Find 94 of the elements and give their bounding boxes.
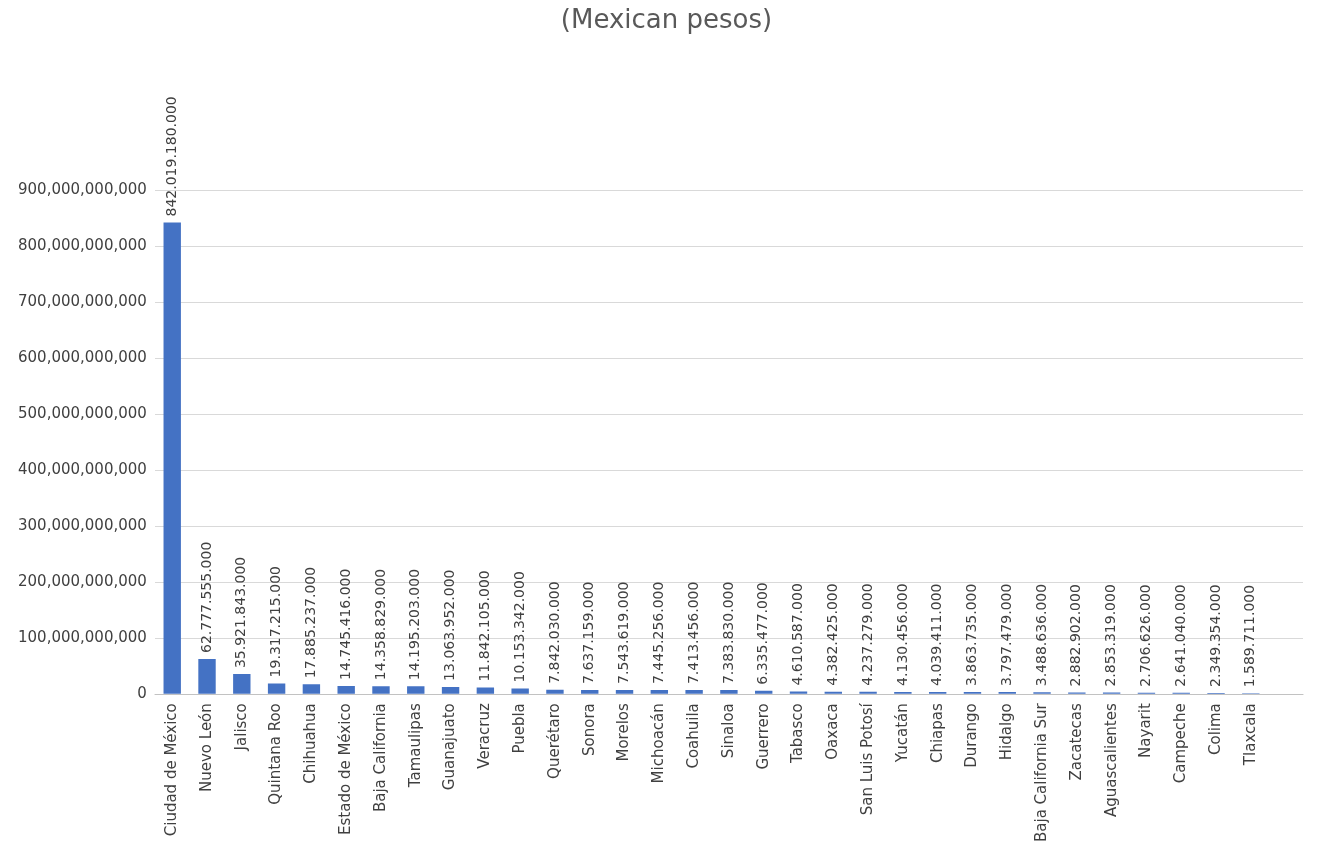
data-label: 2.853.319.000: [1102, 584, 1119, 687]
data-label: 35.921.843.000: [232, 556, 249, 669]
data-label: 14.358.829.000: [371, 568, 388, 681]
bar: [302, 684, 321, 694]
bar: [581, 689, 599, 694]
x-tick-label: Coahuila: [684, 703, 703, 769]
x-tick-label: Puebla: [510, 703, 529, 754]
x-tick-label: Aguascalientes: [1101, 703, 1120, 817]
y-tick-label: 300,000,000,000: [18, 516, 147, 535]
y-tick-label: 900,000,000,000: [18, 179, 147, 198]
bar: [789, 691, 808, 694]
bar: [441, 686, 460, 694]
data-label: 4.382.425.000: [823, 583, 840, 686]
data-label: 11.842.105.000: [476, 570, 492, 682]
data-label: 13.063.952.000: [441, 569, 458, 681]
x-tick-label: Nuevo León: [196, 703, 215, 792]
x-tick-label: San Luis Potosí: [857, 702, 876, 816]
y-tick-label: 800,000,000,000: [18, 235, 147, 254]
x-tick-label: Sonora: [579, 703, 598, 756]
data-label: 6.335.477.000: [754, 582, 771, 685]
x-tick-label: Yucatán: [892, 703, 911, 764]
data-label: 4.237.279.000: [858, 583, 875, 686]
bar: [615, 689, 634, 694]
y-tick-label: 100,000,000,000: [18, 628, 147, 647]
data-label: 3.488.636.000: [1032, 583, 1049, 687]
bar: [685, 690, 703, 694]
data-label: 14.195.203.000: [406, 568, 423, 681]
x-tick-label: Baja California: [370, 703, 389, 813]
bar: [546, 689, 564, 694]
x-tick-label: Colima: [1205, 703, 1224, 755]
bar: [163, 222, 181, 694]
x-tick-label: Quintana Roo: [266, 703, 285, 805]
data-label: 7.543.619.000: [615, 581, 632, 684]
data-label: 62.777.555.000: [197, 541, 214, 654]
bar: [720, 690, 738, 694]
bar: [476, 687, 495, 694]
x-tick-label: Michoacán: [649, 703, 668, 784]
data-label: 7.842.030.000: [545, 581, 562, 684]
x-tick-label: Tamaulipas: [405, 703, 424, 789]
data-label: 7.413.456.000: [684, 581, 701, 685]
x-tick-label: Sinaloa: [718, 703, 737, 759]
data-label: 2.349.354.000: [1206, 584, 1223, 687]
data-label: 842.019.180.000: [162, 96, 179, 217]
data-label: 4.039.411.000: [928, 583, 945, 686]
data-label: 10.153.342.000: [510, 571, 527, 683]
y-tick-label: 200,000,000,000: [18, 572, 147, 591]
bar: [198, 659, 216, 694]
data-label: 1.589.711.000: [1241, 584, 1258, 688]
bar: [337, 685, 355, 694]
x-tick-label: Morelos: [614, 703, 633, 762]
y-tick-label: 0: [137, 684, 147, 703]
x-tick-label: Querétaro: [544, 703, 563, 779]
x-tick-label: Guanajuato: [440, 703, 459, 791]
data-label: 7.383.830.000: [719, 581, 736, 685]
x-tick-label: Chihuahua: [301, 703, 320, 784]
x-tick-label: Tlaxcala: [1240, 703, 1259, 767]
x-tick-label: Nayarit: [1136, 703, 1155, 758]
data-label: 7.637.159.000: [580, 581, 597, 684]
y-tick-label: 400,000,000,000: [18, 460, 147, 478]
bar: [233, 674, 251, 694]
chart-title: (Mexican pesos): [559, 4, 774, 34]
bar: [511, 688, 529, 694]
data-label: 2.882.902.000: [1067, 584, 1084, 687]
y-tick-label: 500,000,000,000: [18, 403, 147, 422]
data-label: 17.885.237.000: [302, 566, 319, 679]
x-tick-label: Jalisco: [231, 703, 250, 752]
y-tick-label: 600,000,000,000: [18, 347, 147, 366]
x-tick-label: Tabasco: [788, 703, 807, 765]
data-label: 3.863.735.000: [963, 583, 980, 687]
x-tick-label: Zacatecas: [1066, 703, 1085, 781]
bar: [650, 690, 669, 694]
x-tick-label: Campeche: [1171, 703, 1190, 784]
x-tick-label: Durango: [962, 703, 981, 768]
data-label: 2.641.040.000: [1171, 584, 1188, 687]
x-tick-label: Baja California Sur: [1031, 702, 1050, 843]
data-label: 19.317.215.000: [267, 566, 284, 678]
data-label: 3.797.479.000: [997, 583, 1014, 687]
x-tick-label: Chiapas: [927, 703, 946, 764]
bar: [267, 683, 286, 694]
x-tick-label: Oaxaca: [823, 703, 842, 760]
x-tick-label: Ciudad de México: [162, 703, 181, 837]
data-label: 2.706.626.000: [1137, 584, 1154, 687]
x-tick-label: Estado de México: [336, 703, 355, 835]
data-label: 4.130.456.000: [893, 583, 910, 686]
data-label: 14.745.416.000: [336, 568, 353, 680]
bar: [407, 686, 425, 694]
x-tick-label: Veracruz: [475, 703, 494, 769]
x-tick-label: Guerrero: [753, 703, 772, 770]
y-tick-label: 700,000,000,000: [18, 291, 147, 310]
data-label: 4.610.587.000: [789, 583, 806, 686]
bar: [755, 690, 773, 694]
bar: [372, 686, 390, 694]
x-tick-label: Hidalgo: [997, 703, 1016, 761]
data-label: 7.445.256.000: [649, 581, 666, 685]
